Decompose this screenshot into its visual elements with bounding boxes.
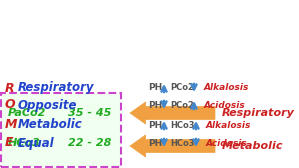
Text: PH: PH — [148, 120, 162, 130]
Polygon shape — [130, 102, 215, 124]
Text: PH: PH — [148, 83, 162, 93]
Text: Acidosis: Acidosis — [206, 138, 248, 148]
FancyBboxPatch shape — [1, 93, 121, 167]
Text: 22 - 28: 22 - 28 — [68, 138, 111, 148]
Text: Alkalosis: Alkalosis — [206, 120, 251, 130]
Text: Metabolic: Metabolic — [18, 118, 83, 132]
Text: HCo3: HCo3 — [170, 138, 195, 148]
Text: PCo2: PCo2 — [170, 83, 194, 93]
Text: Acidosis: Acidosis — [204, 100, 246, 110]
Text: M: M — [5, 118, 18, 132]
Text: PH: PH — [148, 100, 162, 110]
Text: Respiratory: Respiratory — [18, 81, 94, 94]
Text: 35 - 45: 35 - 45 — [68, 108, 111, 118]
Text: E: E — [5, 136, 13, 150]
Text: HCo3: HCo3 — [8, 138, 41, 148]
Text: Alkalosis: Alkalosis — [204, 83, 249, 93]
Text: R: R — [5, 81, 15, 94]
Text: PH: PH — [148, 138, 162, 148]
Text: O: O — [5, 98, 16, 112]
Text: Equal: Equal — [18, 136, 55, 150]
Text: PaCo2: PaCo2 — [8, 108, 46, 118]
Text: Metabolic: Metabolic — [222, 141, 283, 151]
Text: HCo3: HCo3 — [170, 120, 195, 130]
Text: Respiratory: Respiratory — [222, 108, 295, 118]
Polygon shape — [130, 135, 215, 157]
Text: PCo2: PCo2 — [170, 100, 194, 110]
Text: Opposite: Opposite — [18, 98, 77, 112]
